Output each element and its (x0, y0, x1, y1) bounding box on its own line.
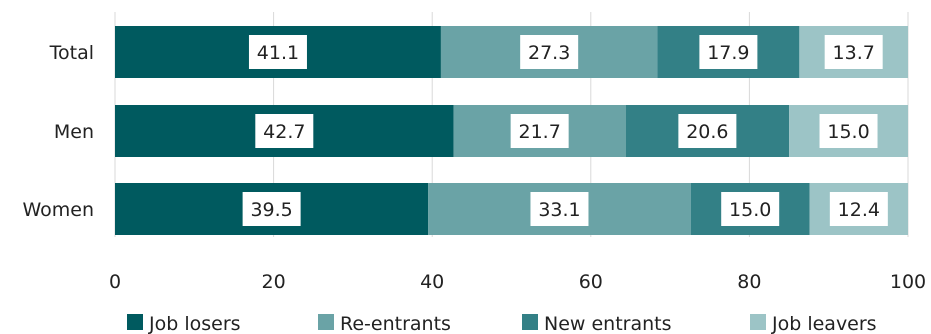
category-label: Total (49, 42, 94, 64)
data-label: 12.4 (838, 199, 880, 221)
legend-label: Job losers (148, 313, 241, 334)
category-labels: Total Men Women (22, 42, 94, 221)
data-label-box (829, 192, 888, 226)
legend-swatch (750, 314, 766, 330)
x-axis-ticks: 0 20 40 60 80 100 (109, 271, 926, 293)
data-label-box (242, 192, 301, 226)
category-label: Women (22, 199, 94, 221)
category-label: Men (54, 121, 94, 143)
data-label-box (699, 35, 758, 69)
data-label: 17.9 (707, 42, 749, 64)
data-label: 21.7 (518, 121, 560, 143)
data-label: 20.6 (686, 121, 728, 143)
data-label: 15.0 (729, 199, 771, 221)
data-label-box (510, 114, 569, 148)
data-label-box (819, 114, 878, 148)
legend-label: Re-entrants (340, 313, 451, 334)
data-label-box (824, 35, 883, 69)
data-label-box (248, 35, 307, 69)
legend-swatch (522, 314, 538, 330)
legend-swatch (127, 314, 143, 330)
x-tick-label: 20 (262, 271, 286, 293)
data-label: 33.1 (538, 199, 580, 221)
data-label: 27.3 (528, 42, 570, 64)
data-label: 42.7 (263, 121, 305, 143)
x-tick-label: 100 (890, 271, 926, 293)
legend-label: New entrants (544, 313, 672, 334)
data-label-box (721, 192, 780, 226)
x-tick-label: 0 (109, 271, 121, 293)
x-tick-label: 60 (579, 271, 603, 293)
data-label: 41.1 (257, 42, 299, 64)
data-label-box (520, 35, 579, 69)
data-label: 39.5 (250, 199, 292, 221)
legend-label: Job leavers (771, 313, 877, 334)
data-label: 13.7 (833, 42, 875, 64)
x-tick-label: 80 (737, 271, 761, 293)
bars: 41.1 27.3 17.9 13.7 42.7 21.7 20.6 15.0 39.5 33.1… (115, 26, 908, 235)
data-label-box (255, 114, 314, 148)
data-label: 15.0 (827, 121, 869, 143)
legend-swatch (318, 314, 334, 330)
legend: Job losers Re-entrants New entrants Job lea… (127, 313, 877, 334)
data-label-box (678, 114, 737, 148)
data-label-box (530, 192, 589, 226)
x-tick-label: 40 (420, 271, 444, 293)
